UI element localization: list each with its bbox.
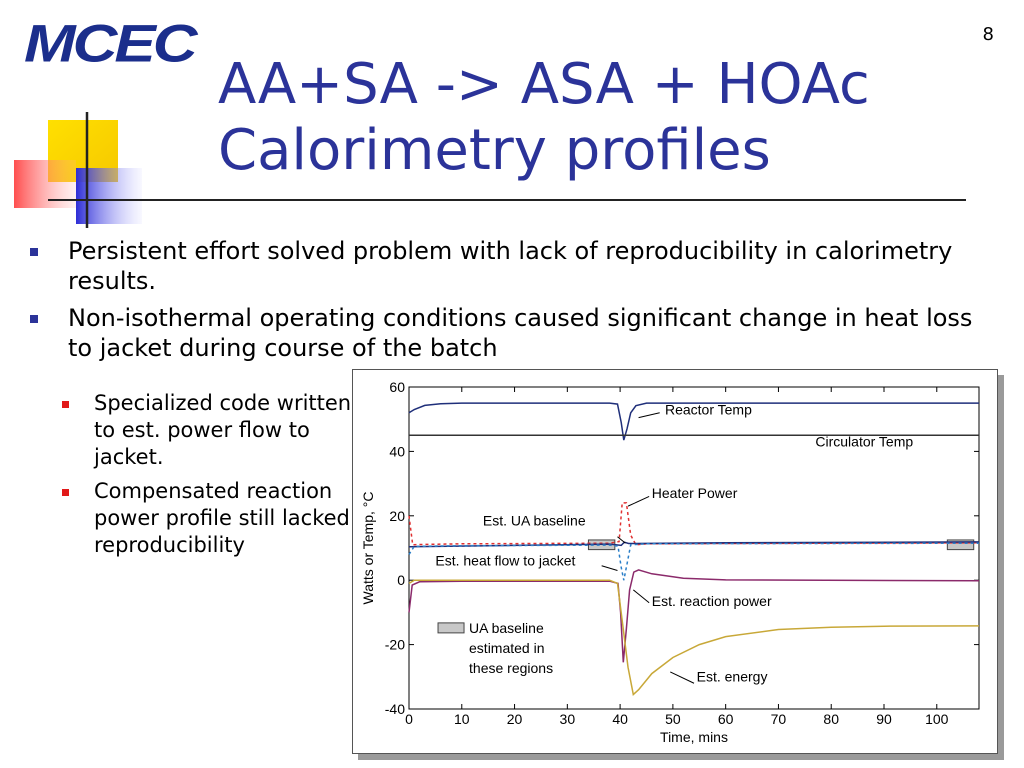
x-tick-label: 90 (876, 711, 892, 727)
slide-title: AA+SA -> ASA + HOAc Calorimetry profiles (218, 52, 978, 184)
x-tick-label: 60 (718, 711, 734, 727)
annotation-leader (627, 496, 650, 507)
calorimetry-chart: 0 10 20 30 40 50 60 70 80 90 100 -40 -20 0 20 40 60 Time,… (360, 379, 980, 745)
x-tick-label: 0 (405, 711, 413, 727)
x-tick-label: 50 (665, 711, 681, 727)
slide-title-line-2: Calorimetry profiles (218, 118, 771, 183)
slide-title-line-1: AA+SA -> ASA + HOAc (218, 52, 870, 117)
annotation-label: Est. energy (697, 669, 768, 685)
x-tick-label: 20 (507, 711, 523, 727)
annotation-label: Heater Power (652, 485, 738, 501)
series-line-est-energy (408, 579, 980, 696)
bullet-list: Persistent effort solved problem with la… (30, 236, 1000, 370)
title-divider (50, 199, 966, 201)
bullet-text: Non-isothermal operating conditions caus… (68, 304, 973, 362)
x-tick-label: 10 (454, 711, 470, 727)
annotation-leader (601, 565, 618, 572)
y-axis-label: Watts or Temp, °C (360, 492, 376, 605)
legend-swatch (437, 622, 465, 634)
y-tick-label: 20 (389, 508, 405, 524)
bullet-item: Persistent effort solved problem with la… (30, 236, 1000, 296)
annotation-label: Est. reaction power (652, 593, 772, 609)
annotation-label: Reactor Temp (665, 401, 752, 417)
x-tick-label: 40 (612, 711, 628, 727)
baseline-region (946, 539, 975, 551)
x-tick-label: 70 (771, 711, 787, 727)
sub-bullet-text: Specialized code written to est. power f… (94, 391, 352, 469)
sub-bullet-square-icon (62, 489, 69, 496)
sub-bullet-item: Specialized code written to est. power f… (62, 390, 362, 471)
legend-label: these regions (469, 660, 553, 676)
y-tick-label: 60 (389, 379, 405, 395)
annotation-label: Est. UA baseline (483, 512, 586, 528)
annotation-leader (638, 412, 660, 419)
x-tick-label: 30 (560, 711, 576, 727)
annotation-label: Est. heat flow to jacket (435, 553, 575, 569)
annotation-leader (632, 589, 650, 604)
legend-label: UA baseline (469, 620, 544, 636)
x-axis-label: Time, mins (660, 729, 728, 745)
y-tick-label: 0 (397, 572, 405, 588)
bullet-text: Persistent effort solved problem with la… (68, 237, 953, 295)
annotation-label: Circulator Temp (815, 434, 913, 450)
annotation-leader (617, 536, 626, 544)
sub-bullet-item: Compensated reaction power profile still… (62, 478, 362, 559)
series-line-reactor-temp (408, 402, 979, 441)
x-tick-label: 100 (925, 711, 949, 727)
annotation-leader (670, 671, 695, 684)
series-line-est-ua-baseline (408, 541, 980, 548)
calorimetry-chart-frame: 0 10 20 30 40 50 60 70 80 90 100 -40 -20 0 20 40 60 Time,… (352, 369, 998, 754)
y-tick-label: -40 (385, 701, 405, 717)
sub-bullet-square-icon (62, 401, 69, 408)
y-tick-label: 40 (389, 443, 405, 459)
series-line-est-heat-flow-to-jacket (408, 542, 980, 581)
sub-bullet-list: Specialized code written to est. power f… (62, 390, 362, 566)
plot-area (408, 386, 980, 710)
bullet-item: Non-isothermal operating conditions caus… (30, 303, 1000, 363)
mcec-logo: MCEC (24, 14, 198, 74)
x-tick-label: 80 (823, 711, 839, 727)
slide-number: 8 (982, 24, 994, 45)
legend-label: estimated in (469, 640, 544, 656)
bullet-square-icon (30, 248, 38, 256)
sub-bullet-text: Compensated reaction power profile still… (94, 479, 350, 557)
bullet-square-icon (30, 315, 38, 323)
y-tick-label: -20 (385, 637, 405, 653)
